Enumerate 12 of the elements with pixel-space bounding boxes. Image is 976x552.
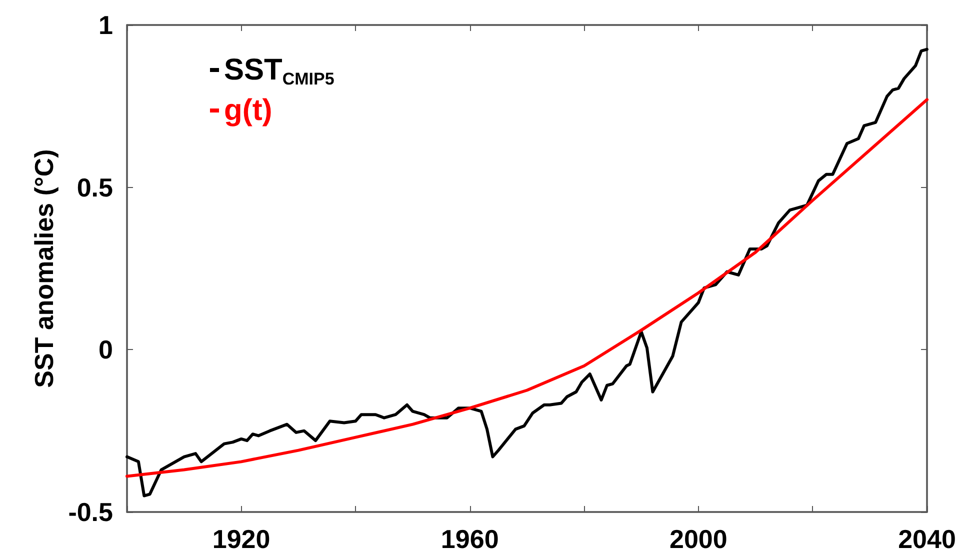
y-tick-label: 0 [98,334,113,365]
line-series [126,98,928,478]
y-axis-title: SST anomalies (°C) [29,149,59,388]
x-tick-label: 2040 [898,524,956,552]
y-tick-label: -0.5 [68,497,113,527]
line-series [126,48,928,498]
x-tick-label: 2000 [670,524,728,552]
y-tick-label: 1 [98,10,113,40]
x-tick-label: 1960 [440,524,499,552]
x-tick-label: 1920 [212,524,270,552]
y-tick-label: 0.5 [76,172,113,202]
legend-label: g(t) [224,94,272,127]
